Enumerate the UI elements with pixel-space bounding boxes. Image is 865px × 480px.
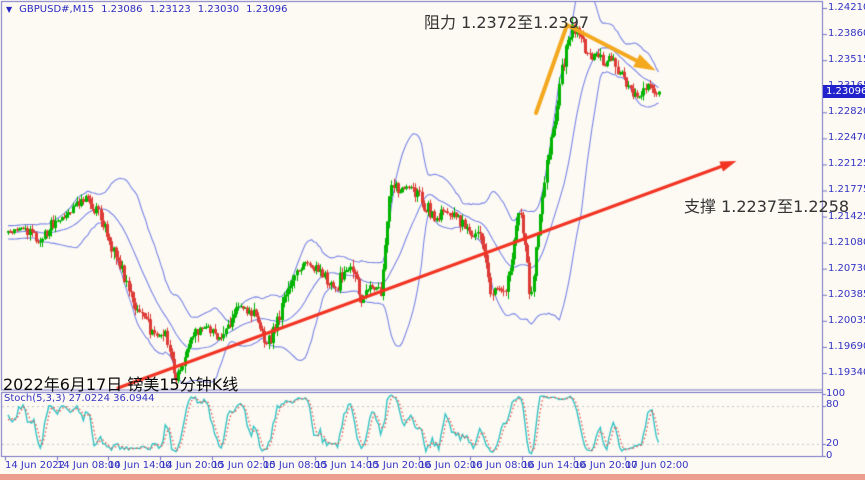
time-axis-label: 15 Jun 02:00: [212, 460, 276, 471]
time-axis-label: 15 Jun 14:00: [315, 460, 379, 471]
price-axis-label: 1.20035: [828, 314, 865, 326]
current-price-badge: 1.23096: [823, 85, 865, 99]
stochastic-indicator-label: Stoch(5,3,3) 27.0224 36.0944: [4, 393, 155, 404]
price-axis-label: 1.21775: [828, 184, 865, 196]
price-axis-label: 1.19340: [828, 366, 865, 378]
stoch-axis-label: 0: [826, 450, 833, 461]
price-axis-label: 1.21425: [828, 210, 865, 222]
time-axis-label: 16 Jun 02:00: [419, 460, 483, 471]
time-axis-label: 14 Jun 2022: [5, 460, 66, 471]
stoch-axis-label: 20: [826, 438, 839, 449]
time-axis-label: 15 Jun 20:00: [367, 460, 431, 471]
time-axis-label: 16 Jun 20:00: [574, 460, 638, 471]
ohlc-open: 1.23086: [101, 4, 143, 15]
ohlc-header: ▼ GBPUSD#,M15 1.23086 1.23123 1.23030 1.…: [6, 4, 288, 15]
price-axis-label: 1.20385: [828, 288, 865, 300]
price-axis-label: 1.21080: [828, 236, 865, 248]
ohlc-high: 1.23123: [149, 4, 191, 15]
collapse-triangle-icon[interactable]: ▼: [6, 5, 13, 14]
price-axis-label: 1.19690: [828, 340, 865, 352]
time-axis-label: 16 Jun 08:00: [470, 460, 534, 471]
ohlc-close: 1.23096: [246, 4, 288, 15]
ohlc-low: 1.23030: [197, 4, 240, 15]
stoch-axis-label: 100: [826, 388, 846, 399]
chart-caption: 2022年6月17日 镑美15分钟K线: [3, 375, 239, 394]
price-axis-label: 1.24210: [828, 2, 865, 13]
price-axis-label: 1.23860: [828, 28, 865, 40]
price-axis-label: 1.22820: [828, 106, 865, 118]
price-axis-label: 1.23515: [828, 54, 865, 66]
stoch-axis-label: 80: [826, 399, 839, 410]
time-axis-label: 17 Jun 02:00: [625, 460, 689, 471]
price-axis-label: 1.22470: [828, 132, 865, 144]
price-axis-label: 1.20730: [828, 262, 865, 274]
bottom-strip: [0, 474, 865, 480]
time-axis-label: 16 Jun 14:00: [522, 460, 586, 471]
resistance-annotation: 阻力 1.2372至1.2397: [424, 13, 590, 32]
price-axis-label: 1.22125: [828, 158, 865, 170]
time-axis-label: 14 Jun 08:00: [57, 460, 121, 471]
time-axis-label: 14 Jun 20:00: [160, 460, 224, 471]
symbol-timeframe: GBPUSD#,M15: [19, 4, 95, 15]
support-annotation: 支撑 1.2237至1.2258: [684, 197, 850, 216]
time-axis-label: 14 Jun 14:00: [108, 460, 172, 471]
time-axis-label: 15 Jun 08:00: [263, 460, 327, 471]
